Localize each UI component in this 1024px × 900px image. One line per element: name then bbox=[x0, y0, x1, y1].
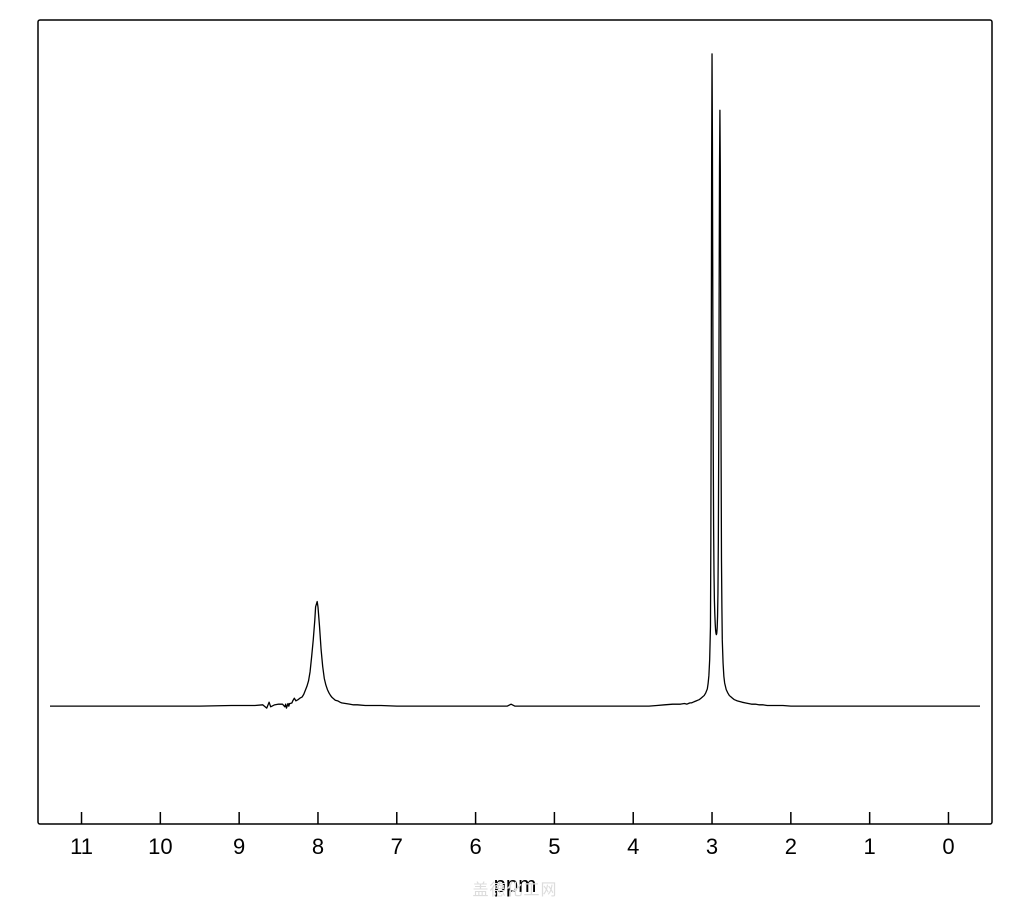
x-tick-label: 4 bbox=[627, 834, 639, 860]
chart-background bbox=[0, 0, 1024, 900]
x-tick-label: 8 bbox=[312, 834, 324, 860]
watermark-text: 盖德化工网 bbox=[472, 876, 557, 900]
nmr-chart bbox=[0, 0, 1024, 900]
x-tick-label: 0 bbox=[942, 834, 954, 860]
x-tick-label: 5 bbox=[548, 834, 560, 860]
x-tick-label: 3 bbox=[706, 834, 718, 860]
x-tick-label: 9 bbox=[233, 834, 245, 860]
x-tick-label: 1 bbox=[864, 834, 876, 860]
x-tick-label: 7 bbox=[391, 834, 403, 860]
x-tick-label: 11 bbox=[70, 834, 93, 860]
x-tick-label: 2 bbox=[785, 834, 797, 860]
x-tick-label: 10 bbox=[148, 834, 172, 860]
x-tick-label: 6 bbox=[469, 834, 481, 860]
